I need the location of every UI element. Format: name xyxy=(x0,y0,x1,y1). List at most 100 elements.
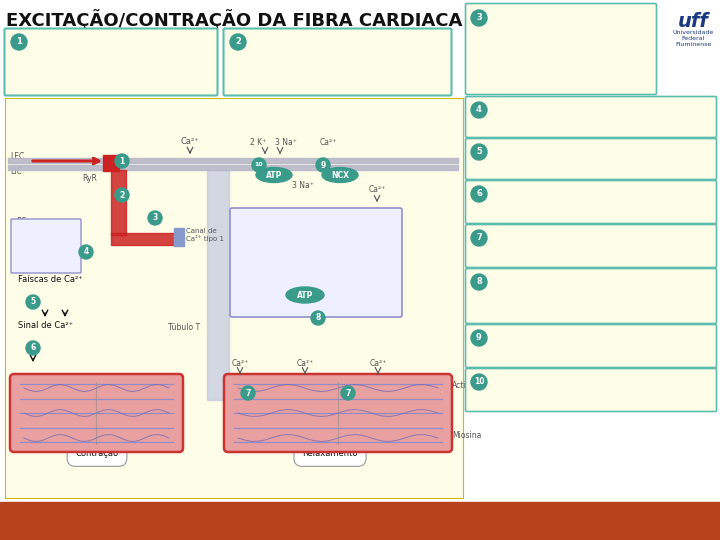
Text: Ca²⁺ é bombeado de volta para
dentro do retículo sarcoplasmá-
tico para ser arma: Ca²⁺ é bombeado de volta para dentro do … xyxy=(491,274,630,306)
Circle shape xyxy=(471,230,487,246)
Circle shape xyxy=(241,386,255,400)
FancyBboxPatch shape xyxy=(10,374,183,452)
Text: Contração: Contração xyxy=(76,449,119,458)
Text: Liberação local causa
faíscas de Ca²⁺.: Liberação local causa faíscas de Ca²⁺. xyxy=(491,102,586,123)
Text: ATP: ATP xyxy=(266,171,282,179)
Text: A soma de faíscas de Ca²⁺
cria um sinal de Ca²⁺.: A soma de faíscas de Ca²⁺ cria um sinal … xyxy=(491,144,607,165)
Circle shape xyxy=(471,186,487,202)
Bar xyxy=(174,228,184,246)
Text: Canal de
Ca²⁺ tipo 1: Canal de Ca²⁺ tipo 1 xyxy=(186,228,224,242)
Text: 10: 10 xyxy=(474,377,485,387)
Text: EXCITAÇÃO/CONTRAÇÃO DA FIBRA CARDIACA: EXCITAÇÃO/CONTRAÇÃO DA FIBRA CARDIACA xyxy=(6,10,462,30)
Text: 9: 9 xyxy=(320,160,325,170)
Text: Ca²⁺ armazenado: Ca²⁺ armazenado xyxy=(279,241,353,250)
FancyBboxPatch shape xyxy=(223,29,451,96)
FancyBboxPatch shape xyxy=(230,208,402,317)
Circle shape xyxy=(252,158,266,172)
Text: (RS): (RS) xyxy=(308,224,324,233)
Text: Ca²⁺: Ca²⁺ xyxy=(369,185,386,194)
FancyBboxPatch shape xyxy=(224,374,452,452)
Text: 7: 7 xyxy=(246,388,251,397)
FancyBboxPatch shape xyxy=(466,97,716,138)
Text: 7: 7 xyxy=(476,233,482,242)
Text: Ca²⁺: Ca²⁺ xyxy=(369,359,387,368)
Text: Tübulo T: Tübulo T xyxy=(168,323,200,332)
FancyBboxPatch shape xyxy=(466,325,716,368)
FancyBboxPatch shape xyxy=(466,3,657,94)
Circle shape xyxy=(471,274,487,290)
Text: O Ca²⁺ induz a liberação de
Ca²⁺ pelos canais receptores
de rianodina (RyR).: O Ca²⁺ induz a liberação de Ca²⁺ pelos c… xyxy=(491,7,617,39)
Circle shape xyxy=(341,386,355,400)
Circle shape xyxy=(316,158,330,172)
Text: O potencial de ação chega
proveniente de células
adjacentes.: O potencial de ação chega proveniente de… xyxy=(31,32,179,69)
Ellipse shape xyxy=(286,287,324,303)
Text: Ca²⁺: Ca²⁺ xyxy=(231,359,248,368)
Circle shape xyxy=(148,211,162,225)
Text: Actina: Actina xyxy=(452,381,476,390)
Text: 4: 4 xyxy=(476,105,482,114)
Bar xyxy=(8,165,458,170)
Text: 4: 4 xyxy=(84,247,89,256)
Circle shape xyxy=(79,245,93,259)
Text: 2 K⁺: 2 K⁺ xyxy=(250,138,266,147)
FancyBboxPatch shape xyxy=(4,29,217,96)
Circle shape xyxy=(26,341,40,355)
Text: 5: 5 xyxy=(476,147,482,157)
FancyBboxPatch shape xyxy=(466,268,716,323)
Text: Ca²⁺: Ca²⁺ xyxy=(181,137,199,146)
Circle shape xyxy=(230,34,246,50)
Ellipse shape xyxy=(322,167,358,183)
Text: 8: 8 xyxy=(476,278,482,287)
FancyBboxPatch shape xyxy=(466,180,716,224)
Text: 1: 1 xyxy=(16,37,22,46)
Text: 3 Na⁺: 3 Na⁺ xyxy=(275,138,297,147)
Circle shape xyxy=(471,144,487,160)
Bar xyxy=(5,98,463,498)
Circle shape xyxy=(471,374,487,390)
Text: O relaxamento ocorre quando
o Ca²⁺ se desliga da troponina.: O relaxamento ocorre quando o Ca²⁺ se de… xyxy=(491,230,627,251)
Text: Retículo sarcoplasmático: Retículo sarcoplasmático xyxy=(268,213,364,222)
FancyBboxPatch shape xyxy=(466,225,716,267)
Text: 2: 2 xyxy=(235,37,241,46)
Text: Ca²⁺: Ca²⁺ xyxy=(297,359,314,368)
Bar xyxy=(111,170,126,235)
Circle shape xyxy=(471,10,487,26)
Bar xyxy=(8,158,458,163)
Text: 3: 3 xyxy=(153,213,158,222)
Text: 5: 5 xyxy=(30,298,35,307)
Text: uff: uff xyxy=(678,12,708,31)
Text: 1: 1 xyxy=(120,157,125,165)
Bar xyxy=(111,233,181,245)
Circle shape xyxy=(471,330,487,346)
Text: 6: 6 xyxy=(30,343,35,353)
Text: 3 Na⁺: 3 Na⁺ xyxy=(292,181,314,190)
Circle shape xyxy=(26,295,40,309)
Text: Ca²⁺: Ca²⁺ xyxy=(16,227,33,236)
Text: 7: 7 xyxy=(346,388,351,397)
Ellipse shape xyxy=(256,167,292,183)
Text: Canais de Ca²⁺ controlados
por voltagem se abrem.
O Ca²⁺ entra na célula.: Canais de Ca²⁺ controlados por voltagem … xyxy=(250,32,386,69)
Bar xyxy=(0,502,720,540)
Text: NCX: NCX xyxy=(331,171,349,179)
Text: Relaxamento: Relaxamento xyxy=(302,449,358,458)
Circle shape xyxy=(115,154,129,168)
Text: O Ca²⁺ é trocado por Na⁺ pelo
trocador de antiporte NCX.: O Ca²⁺ é trocado por Na⁺ pelo trocador d… xyxy=(491,330,623,351)
Text: 2: 2 xyxy=(120,191,125,199)
Circle shape xyxy=(311,311,325,325)
Text: 8: 8 xyxy=(315,314,320,322)
Circle shape xyxy=(471,102,487,118)
Text: RyR: RyR xyxy=(82,174,97,183)
Text: ATP: ATP xyxy=(297,291,313,300)
Bar xyxy=(207,170,229,400)
Text: LIC: LIC xyxy=(10,167,22,176)
Text: Faíscas de Ca²⁺: Faíscas de Ca²⁺ xyxy=(18,275,83,284)
Text: O gradiente do Na⁺ é mantido
pela Na⁺-K⁺-ATPase.: O gradiente do Na⁺ é mantido pela Na⁺-K⁺… xyxy=(491,374,623,395)
Text: RS: RS xyxy=(16,217,26,226)
Text: 10: 10 xyxy=(255,163,264,167)
Circle shape xyxy=(11,34,27,50)
FancyBboxPatch shape xyxy=(466,138,716,179)
Text: 3: 3 xyxy=(476,14,482,23)
Text: Miosina: Miosina xyxy=(452,431,482,440)
Text: LEC: LEC xyxy=(10,152,24,161)
Text: Os Ions Ca²⁺ se ligam na tropo-
nina para iniciar a contração.: Os Ions Ca²⁺ se ligam na tropo- nina par… xyxy=(491,186,629,206)
